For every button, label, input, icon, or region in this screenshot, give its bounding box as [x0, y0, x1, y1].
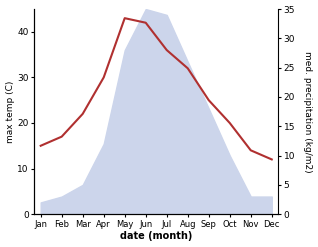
X-axis label: date (month): date (month): [120, 231, 192, 242]
Y-axis label: med. precipitation (kg/m2): med. precipitation (kg/m2): [303, 51, 313, 172]
Y-axis label: max temp (C): max temp (C): [5, 80, 15, 143]
